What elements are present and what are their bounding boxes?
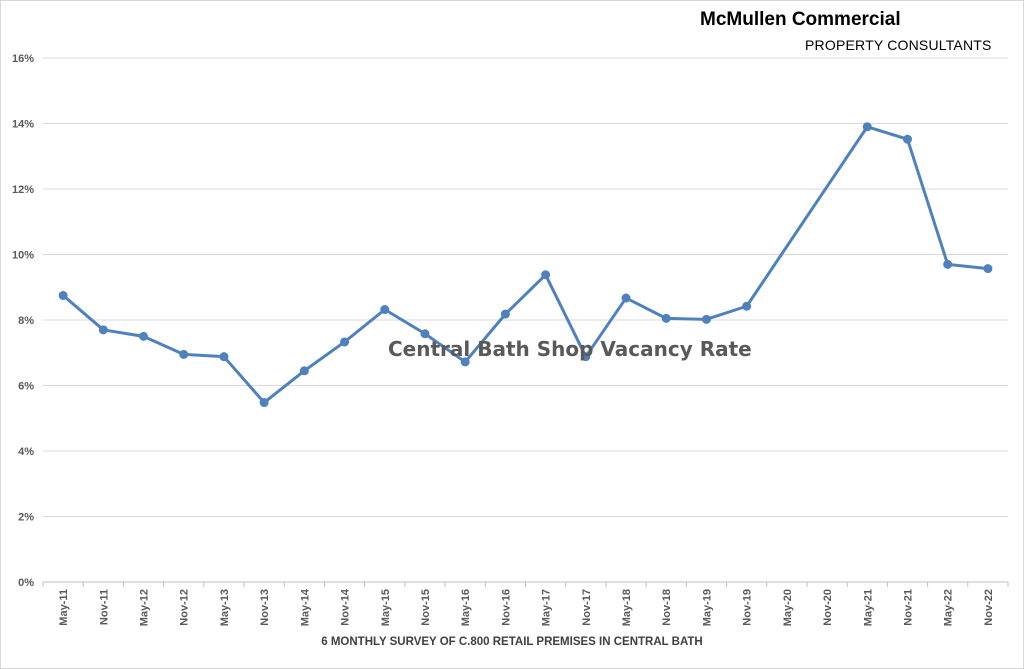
x-tick-label: May-14 [299, 588, 311, 626]
x-tick-label: May-19 [701, 589, 713, 626]
y-tick-label: 10% [12, 250, 34, 262]
data-point [219, 352, 229, 362]
data-point [541, 270, 551, 280]
data-point [139, 331, 149, 341]
data-point [862, 122, 872, 132]
y-tick-label: 16% [12, 53, 34, 65]
x-tick-label: May-21 [862, 589, 874, 626]
data-point [420, 329, 430, 339]
x-tick-label: May-20 [782, 589, 794, 626]
data-point [943, 259, 953, 269]
x-tick-label: May-22 [943, 589, 955, 626]
data-point [299, 366, 309, 376]
data-point [460, 357, 470, 367]
x-tick-label: Nov-15 [420, 589, 432, 626]
x-tick-label: Nov-17 [581, 589, 593, 626]
x-tick-label: May-12 [139, 589, 151, 626]
data-point [58, 290, 68, 300]
y-tick-label: 14% [12, 119, 34, 131]
y-tick-label: 12% [12, 184, 34, 196]
x-tick-label: May-18 [621, 589, 633, 626]
data-point [259, 398, 269, 408]
data-point [661, 313, 671, 323]
x-tick-label: May-17 [541, 589, 553, 626]
x-tick-label: Nov-22 [983, 589, 995, 626]
x-tick-label: Nov-21 [902, 589, 914, 626]
x-tick-label: May-13 [219, 589, 231, 626]
y-axis-ticks: 0% 2% 4% 6% 8% 10% 12% 14% 16% [12, 53, 34, 589]
x-tick-label: Nov-19 [742, 589, 754, 626]
brand-name: McMullen Commercial [700, 9, 901, 30]
x-tick-label: Nov-12 [179, 589, 191, 626]
x-axis-label: 6 MONTHLY SURVEY OF C.800 RETAIL PREMISE… [321, 636, 703, 648]
x-tick-label: Nov-20 [822, 589, 834, 626]
x-tick-label: Nov-16 [500, 589, 512, 626]
gridlines [43, 57, 1008, 517]
x-tick-label: May-11 [58, 589, 70, 626]
data-point [98, 325, 108, 335]
data-point [742, 301, 752, 311]
data-point [621, 293, 631, 303]
data-point [500, 309, 510, 319]
x-tick-label: Nov-18 [661, 589, 673, 626]
y-tick-label: 2% [18, 512, 34, 524]
y-tick-label: 4% [18, 446, 34, 458]
data-point [983, 264, 993, 274]
x-axis-ticks: May-11 Nov-11 May-12 Nov-12 May-13 Nov-13 May-… [58, 588, 995, 626]
data-point [179, 349, 189, 359]
x-tick-label: Nov-11 [98, 589, 110, 625]
data-point [380, 305, 390, 315]
x-tick-label: May-15 [380, 589, 392, 626]
x-tick-label: Nov-13 [259, 589, 271, 626]
series-layer [58, 122, 993, 408]
x-tick-label: May-16 [460, 589, 472, 626]
y-tick-label: 8% [18, 315, 34, 327]
x-tick-label: Nov-14 [340, 588, 352, 626]
brand-tagline: PROPERTY CONSULTANTS [805, 37, 992, 53]
y-tick-label: 0% [18, 577, 34, 589]
y-tick-label: 6% [18, 381, 34, 393]
data-point [340, 337, 350, 347]
data-point [581, 352, 591, 362]
data-point [701, 314, 711, 324]
series-line [61, 125, 990, 405]
data-point [902, 134, 912, 144]
x-axis [42, 581, 1009, 587]
chart-title: Central Bath Shop Vacancy Rate [388, 337, 752, 361]
